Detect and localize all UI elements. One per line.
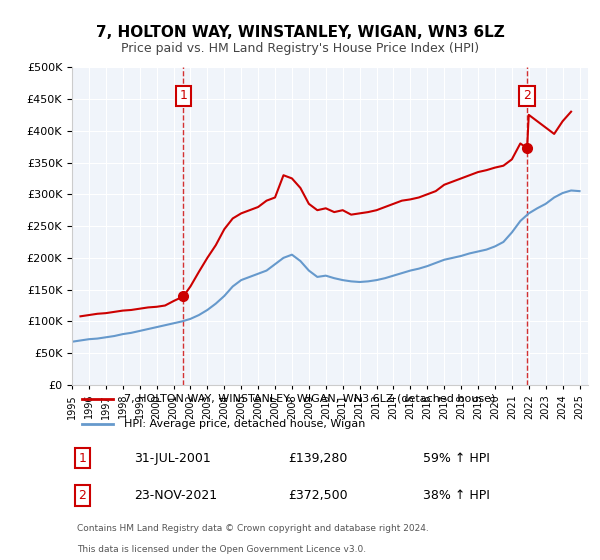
Text: 23-NOV-2021: 23-NOV-2021 [134,489,217,502]
Text: 7, HOLTON WAY, WINSTANLEY, WIGAN, WN3 6LZ (detached house): 7, HOLTON WAY, WINSTANLEY, WIGAN, WN3 6L… [124,394,495,404]
Text: £139,280: £139,280 [289,452,348,465]
Text: 2: 2 [79,489,86,502]
Text: Contains HM Land Registry data © Crown copyright and database right 2024.: Contains HM Land Registry data © Crown c… [77,525,429,534]
Text: 31-JUL-2001: 31-JUL-2001 [134,452,211,465]
Text: HPI: Average price, detached house, Wigan: HPI: Average price, detached house, Wiga… [124,419,365,430]
Text: 38% ↑ HPI: 38% ↑ HPI [423,489,490,502]
Text: 7, HOLTON WAY, WINSTANLEY, WIGAN, WN3 6LZ: 7, HOLTON WAY, WINSTANLEY, WIGAN, WN3 6L… [95,25,505,40]
Text: This data is licensed under the Open Government Licence v3.0.: This data is licensed under the Open Gov… [77,545,366,554]
Text: 1: 1 [179,89,187,102]
Text: Price paid vs. HM Land Registry's House Price Index (HPI): Price paid vs. HM Land Registry's House … [121,42,479,55]
Text: 2: 2 [523,89,531,102]
Text: 59% ↑ HPI: 59% ↑ HPI [423,452,490,465]
Text: 1: 1 [79,452,86,465]
Text: £372,500: £372,500 [289,489,349,502]
